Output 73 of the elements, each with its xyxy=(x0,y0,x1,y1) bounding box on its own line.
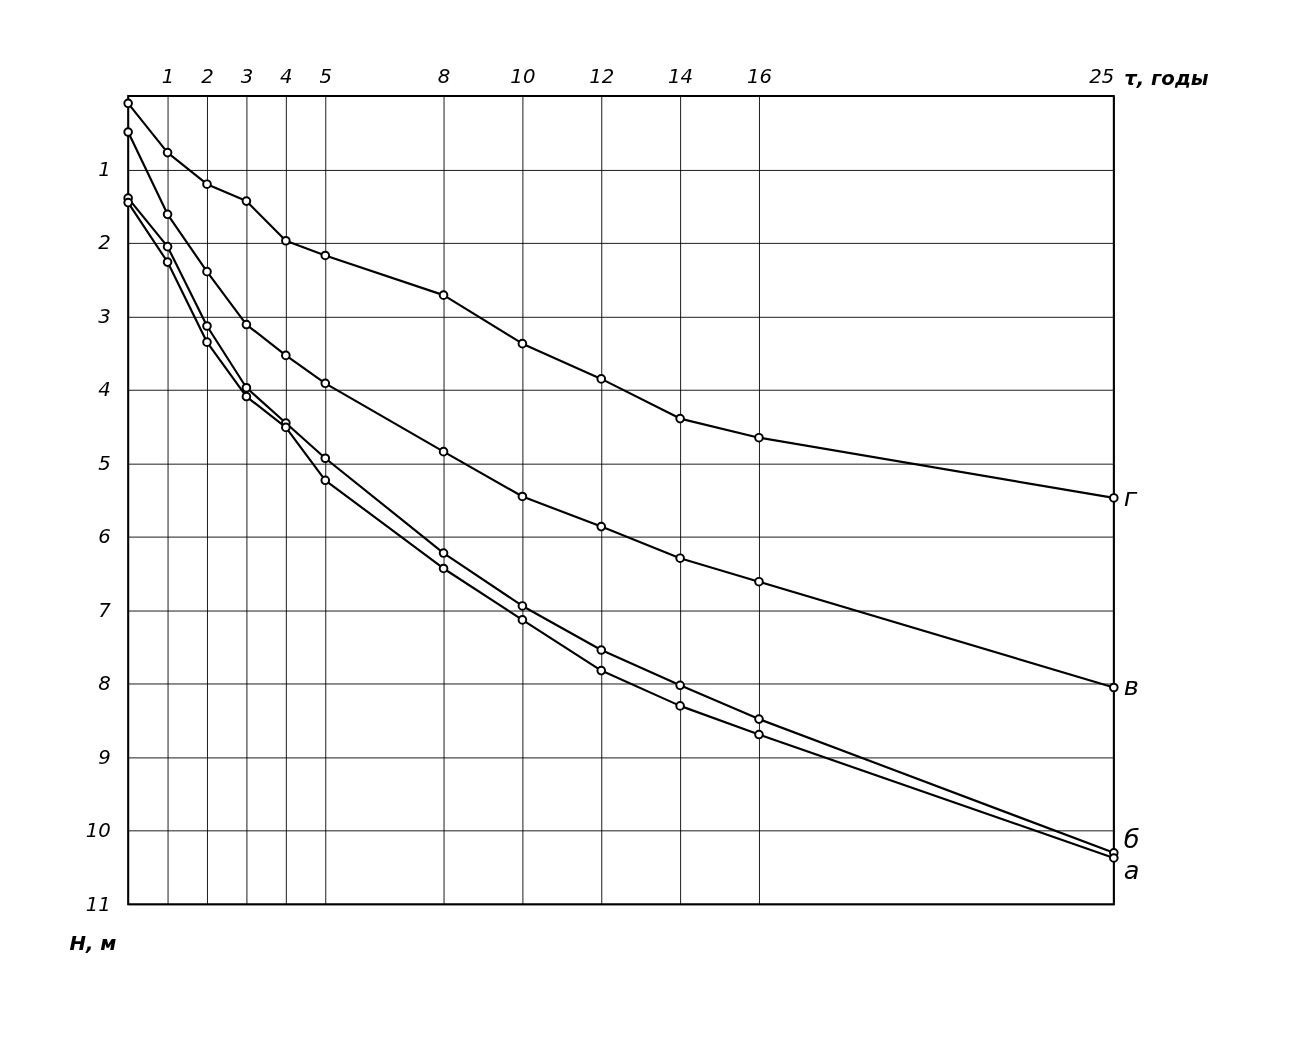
x-tick-label: 2 xyxy=(201,64,214,88)
point xyxy=(438,563,449,574)
x-tick-label: 25 xyxy=(1089,64,1115,88)
series-label: б xyxy=(1123,823,1140,854)
point xyxy=(754,729,764,740)
x-axis-title: τ, годы xyxy=(1124,66,1209,90)
x-tick-label: 4 xyxy=(280,64,293,88)
point xyxy=(241,391,252,402)
point xyxy=(517,338,528,349)
y-axis-title: H, м xyxy=(69,932,117,956)
point xyxy=(675,553,685,563)
y-tick-label: 9 xyxy=(98,745,111,769)
y-tick-label: 1 xyxy=(98,157,111,181)
point xyxy=(517,615,528,625)
series-label: в xyxy=(1123,671,1139,702)
y-tick-label: 2 xyxy=(98,231,111,255)
x-tick-label: 1 xyxy=(161,64,175,88)
point xyxy=(241,319,252,330)
x-tick-label: 14 xyxy=(668,64,694,88)
point xyxy=(281,235,291,246)
point xyxy=(675,413,685,424)
y-tick-label: 10 xyxy=(85,819,111,843)
point xyxy=(596,374,607,384)
y-tick-label: 3 xyxy=(98,304,111,328)
point xyxy=(123,197,133,208)
point xyxy=(1109,853,1119,863)
y-tick-label: 11 xyxy=(85,892,111,916)
point xyxy=(320,378,331,389)
point xyxy=(320,250,331,261)
point xyxy=(596,521,607,532)
point xyxy=(162,241,173,252)
point xyxy=(123,98,133,109)
y-tick-label: 5 xyxy=(98,451,111,475)
point xyxy=(754,714,764,724)
point xyxy=(1109,682,1119,693)
point xyxy=(754,576,764,587)
x-tick-label: 12 xyxy=(589,64,615,88)
y-tick-label: 4 xyxy=(98,378,111,402)
y-tick-label: 8 xyxy=(98,672,111,696)
point xyxy=(241,196,252,206)
point xyxy=(438,446,449,457)
point xyxy=(675,701,685,711)
point xyxy=(320,453,331,464)
point xyxy=(596,645,607,655)
point xyxy=(202,179,212,189)
point xyxy=(281,350,291,361)
point xyxy=(202,321,212,331)
series-label: г xyxy=(1123,481,1138,512)
x-tick-label: 5 xyxy=(319,64,333,88)
x-tick-label: 10 xyxy=(510,64,536,88)
point xyxy=(754,432,764,443)
series-label: а xyxy=(1123,854,1140,885)
point xyxy=(320,475,331,486)
y-tick-label: 7 xyxy=(98,598,112,622)
point xyxy=(162,147,173,158)
point xyxy=(123,127,133,137)
point xyxy=(438,548,449,558)
point xyxy=(202,266,212,277)
x-tick-label: 8 xyxy=(437,64,451,88)
point xyxy=(675,680,685,691)
y-tick-label: 6 xyxy=(98,525,111,549)
point xyxy=(1109,493,1119,503)
point xyxy=(241,382,252,393)
x-tick-label: 16 xyxy=(746,64,772,88)
point xyxy=(596,665,607,676)
x-tick-label: 3 xyxy=(240,64,254,88)
point xyxy=(281,422,291,433)
point xyxy=(438,290,449,300)
point xyxy=(517,491,528,502)
point xyxy=(162,209,173,220)
point xyxy=(162,257,173,267)
point xyxy=(202,337,212,347)
point xyxy=(517,601,528,611)
